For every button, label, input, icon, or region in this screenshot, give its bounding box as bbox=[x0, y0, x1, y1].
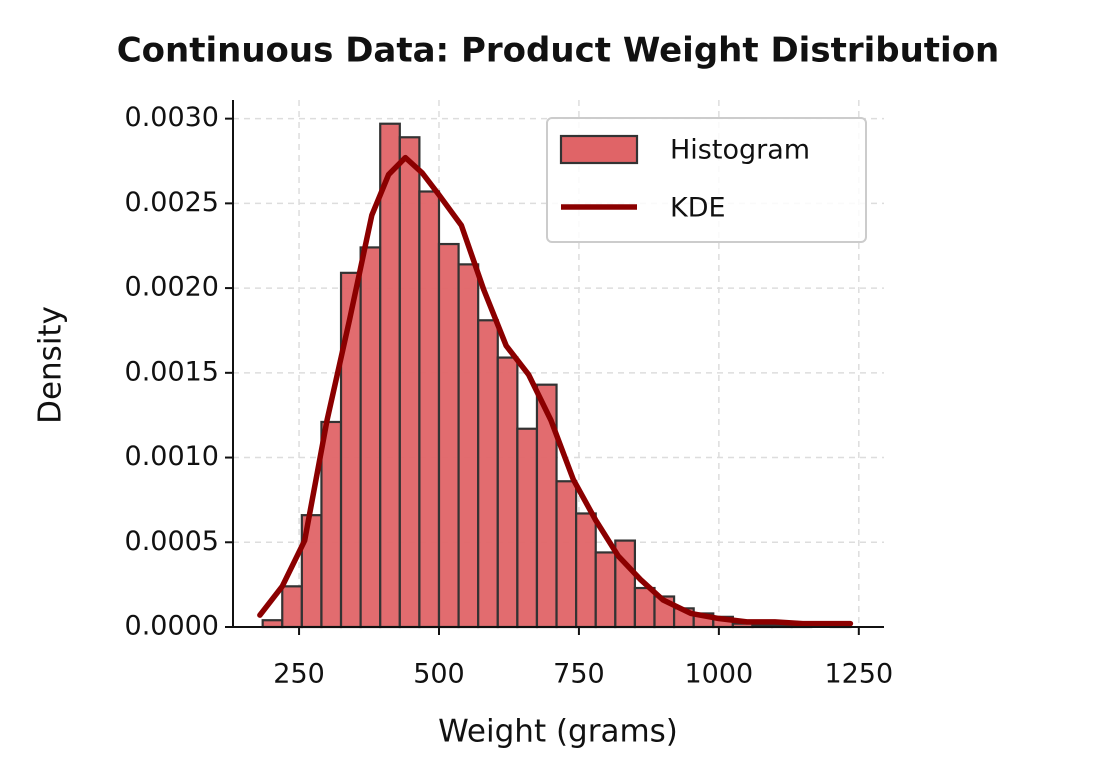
legend-label: KDE bbox=[670, 193, 726, 224]
bar bbox=[261, 619, 284, 629]
bar bbox=[457, 263, 480, 629]
bar bbox=[418, 190, 441, 629]
bar bbox=[477, 319, 499, 629]
legend-label: Histogram bbox=[670, 135, 810, 166]
bar bbox=[633, 586, 656, 629]
y-tick-label: 0.0020 bbox=[125, 272, 219, 303]
bar bbox=[575, 512, 597, 629]
x-tick-label: 500 bbox=[413, 659, 465, 690]
y-tick-label: 0.0005 bbox=[125, 526, 219, 557]
kde-line bbox=[257, 154, 854, 627]
bar bbox=[516, 427, 539, 629]
bar bbox=[555, 480, 578, 629]
x-tick-label: 1250 bbox=[824, 659, 893, 690]
bar bbox=[437, 242, 460, 629]
bar bbox=[496, 356, 519, 629]
y-axis-label: Density bbox=[33, 306, 69, 424]
bar bbox=[320, 420, 343, 629]
x-tick-label: 250 bbox=[273, 659, 325, 690]
y-tick-label: 0.0030 bbox=[125, 102, 219, 133]
x-tick-label: 1000 bbox=[685, 659, 754, 690]
chart-title: Continuous Data: Product Weight Distribu… bbox=[117, 31, 1000, 71]
legend-patch bbox=[559, 134, 639, 165]
bar bbox=[594, 551, 617, 629]
y-tick-label: 0.0000 bbox=[125, 611, 219, 642]
y-tick-label: 0.0025 bbox=[125, 187, 219, 218]
y-tick-label: 0.0015 bbox=[125, 356, 219, 387]
x-axis-label: Weight (grams) bbox=[438, 714, 678, 750]
bar bbox=[359, 246, 382, 629]
bar bbox=[281, 585, 303, 629]
bar bbox=[398, 136, 421, 629]
bar bbox=[379, 122, 401, 629]
x-tick-label: 750 bbox=[553, 659, 605, 690]
y-tick-label: 0.0010 bbox=[125, 441, 219, 472]
